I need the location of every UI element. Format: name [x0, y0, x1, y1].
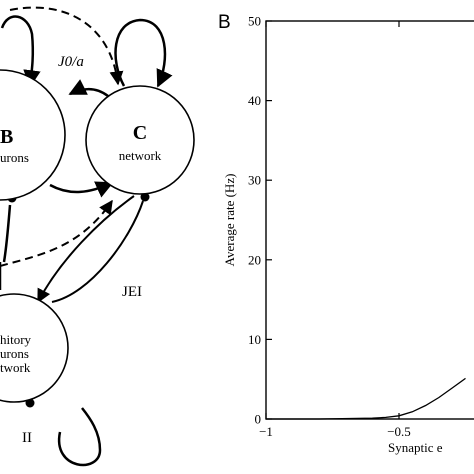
y-tick-label: 20 [248, 252, 261, 267]
x-tick-label: −0.5 [387, 424, 411, 439]
self-loop-b [0, 15, 41, 88]
y-axis-title: Average rate (Hz) [222, 174, 237, 267]
node-inhibitory [0, 293, 69, 403]
node-inhibitory-line-3: twork [0, 360, 31, 375]
node-c-text: network [119, 148, 162, 163]
node-c-letter: C [133, 122, 147, 144]
y-tick-label: 0 [255, 412, 262, 427]
y-tick-label: 10 [248, 332, 261, 347]
x-axis-title: Synaptic e [388, 440, 443, 455]
node-inhibitory-line-2: urons [0, 346, 29, 361]
node-b-letter: B [0, 126, 13, 148]
x-ticks [265, 21, 400, 419]
external-input-top-dashed [9, 6, 124, 86]
self-loop-inhibitory [57, 407, 102, 467]
node-inhibitory-line-1: hitory [0, 332, 32, 347]
self-loop-c [114, 18, 173, 88]
y-tick-label: 30 [248, 173, 261, 188]
label-j0a: J0/a [58, 54, 84, 70]
label-jii: II [22, 430, 32, 446]
label-jei: JEI [122, 284, 142, 300]
node-b-text: urons [0, 150, 29, 165]
edge-c-to-inhibitory [37, 195, 135, 304]
y-ticks [266, 20, 272, 420]
node-b [0, 69, 66, 201]
inhibitory-to-c-terminal [140, 192, 150, 202]
edge-b-down [2, 204, 12, 263]
y-tick-label: 40 [248, 93, 261, 108]
x-tick-label: −1 [259, 424, 273, 439]
dashed-input-to-c [0, 199, 113, 267]
panel-b-label: B [218, 12, 231, 33]
plot-frame [265, 20, 474, 420]
edge-inhibitory-to-c [51, 200, 144, 303]
node-c [85, 85, 195, 195]
series-line-rate [266, 377, 466, 420]
edge-b-to-c-bottom [49, 181, 114, 198]
edge-c-to-b-top [68, 79, 109, 98]
network-diagram: B urons C network hitory urons twork J0/… [0, 6, 195, 467]
y-tick-label: 50 [248, 14, 261, 29]
